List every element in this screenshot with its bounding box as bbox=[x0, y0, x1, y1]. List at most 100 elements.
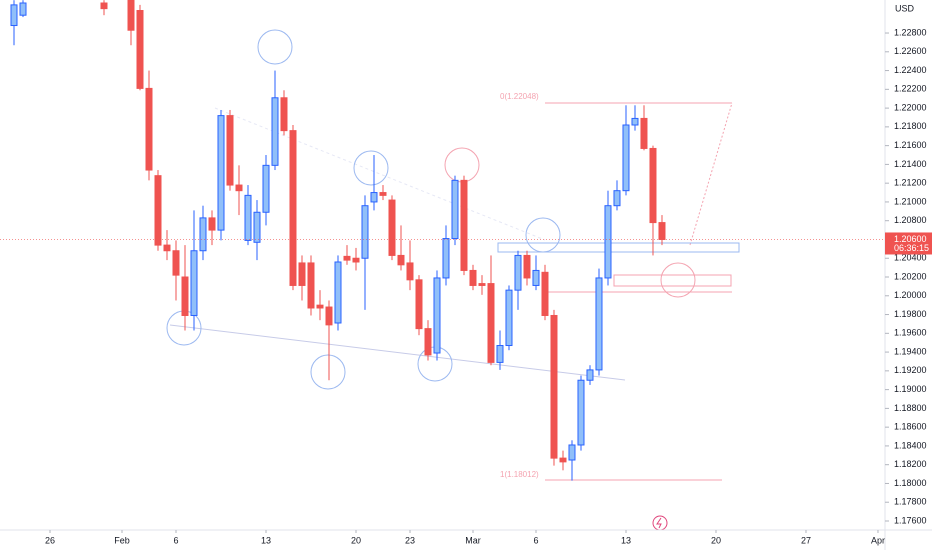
candle-body bbox=[631, 117, 639, 126]
candle-body bbox=[226, 115, 234, 186]
candle-body bbox=[550, 314, 558, 459]
candle-body bbox=[442, 238, 450, 279]
candle-body bbox=[505, 289, 513, 347]
zone bbox=[497, 242, 740, 253]
y-tick-label: 1.21600 bbox=[894, 140, 927, 150]
candle-body bbox=[397, 254, 405, 266]
candle-body bbox=[388, 199, 396, 256]
fib-label: 0(1.22048) bbox=[500, 92, 539, 101]
candle-body bbox=[298, 262, 306, 286]
circle-marker bbox=[660, 262, 696, 298]
circle-marker bbox=[310, 354, 346, 390]
y-tick-label: 1.22000 bbox=[894, 102, 927, 112]
candle-body bbox=[460, 179, 468, 271]
x-tick-label: Mar bbox=[465, 535, 481, 545]
x-tick-label: 6 bbox=[533, 535, 538, 545]
y-tick-label: 1.18400 bbox=[894, 440, 927, 450]
candle-body bbox=[370, 192, 378, 203]
x-tick-label: 23 bbox=[405, 535, 415, 545]
candle-body bbox=[289, 130, 297, 286]
candle-body bbox=[280, 97, 288, 132]
last-price-box bbox=[885, 232, 932, 255]
candle-body bbox=[235, 184, 243, 192]
y-tick-label: 1.20000 bbox=[894, 290, 927, 300]
candle-body bbox=[271, 97, 279, 166]
candle-body bbox=[343, 255, 351, 261]
circle-marker bbox=[353, 150, 389, 186]
candle-body bbox=[568, 444, 576, 461]
candle-body bbox=[208, 217, 216, 231]
countdown: 06:36:15 bbox=[894, 243, 929, 253]
y-tick-label: 1.20400 bbox=[894, 253, 927, 263]
y-tick-label: 1.21800 bbox=[894, 121, 927, 131]
x-tick-label: Feb bbox=[114, 535, 130, 545]
x-tick-label: 20 bbox=[351, 535, 361, 545]
trend-line bbox=[169, 324, 626, 381]
candle-body bbox=[244, 194, 252, 241]
y-tick-label: 1.18800 bbox=[894, 403, 927, 413]
candle-body bbox=[469, 269, 477, 286]
candle-body bbox=[316, 304, 324, 309]
candle-body bbox=[145, 87, 153, 171]
y-tick-label: 1.20800 bbox=[894, 215, 927, 225]
x-tick-label: 20 bbox=[711, 535, 721, 545]
candle-body bbox=[424, 328, 432, 356]
circle-marker bbox=[257, 29, 293, 65]
y-tick-label: 1.18600 bbox=[894, 422, 927, 432]
y-tick-label: 1.18200 bbox=[894, 459, 927, 469]
candle-body bbox=[586, 369, 594, 381]
candle-body bbox=[253, 211, 261, 243]
trend-line bbox=[214, 107, 546, 241]
y-tick-label: 1.22400 bbox=[894, 65, 927, 75]
circle-marker bbox=[525, 217, 561, 253]
y-tick-label: 1.19000 bbox=[894, 384, 927, 394]
zone bbox=[613, 274, 732, 287]
y-tick-label: 1.19400 bbox=[894, 346, 927, 356]
y-tick-label: 1.22800 bbox=[894, 27, 927, 37]
x-tick-label: 13 bbox=[261, 535, 271, 545]
candle-body bbox=[19, 2, 27, 16]
y-tick-label: 1.21200 bbox=[894, 178, 927, 188]
candle-body bbox=[478, 283, 486, 286]
candle-body bbox=[406, 262, 414, 281]
candle-body bbox=[532, 269, 540, 286]
candle-body bbox=[262, 164, 270, 213]
candle-body bbox=[559, 457, 567, 463]
drawings bbox=[166, 29, 740, 531]
candle-body bbox=[622, 124, 630, 192]
x-tick-label: Apr bbox=[871, 535, 885, 545]
candle-body bbox=[217, 115, 225, 231]
candle-body bbox=[613, 190, 621, 207]
fib-line bbox=[689, 102, 733, 246]
candle-body bbox=[496, 345, 504, 363]
x-tick-label: 13 bbox=[621, 535, 631, 545]
candle-body bbox=[352, 257, 360, 263]
candle-body bbox=[433, 277, 441, 354]
candle-body bbox=[649, 147, 657, 224]
x-tick-label: 26 bbox=[45, 535, 55, 545]
y-tick-label: 1.22200 bbox=[894, 84, 927, 94]
candle-body bbox=[136, 10, 144, 89]
candle-body bbox=[514, 254, 522, 291]
fib-label: 1(1.18012) bbox=[500, 470, 539, 479]
candle-body bbox=[451, 179, 459, 240]
candle-body bbox=[307, 262, 315, 309]
candle-body bbox=[604, 205, 612, 279]
candle-body bbox=[523, 254, 531, 279]
y-tick-label: 1.19600 bbox=[894, 328, 927, 338]
candle-body bbox=[541, 271, 549, 316]
y-tick-label: 1.19800 bbox=[894, 309, 927, 319]
y-tick-label: 1.21000 bbox=[894, 196, 927, 206]
candle-body bbox=[172, 250, 180, 276]
x-tick-label: 6 bbox=[173, 535, 178, 545]
candle-body bbox=[127, 0, 135, 31]
candle-body bbox=[415, 279, 423, 330]
y-tick-label: 1.22600 bbox=[894, 46, 927, 56]
candle-body bbox=[163, 244, 171, 252]
candle-body bbox=[640, 117, 648, 149]
event-icon bbox=[656, 517, 662, 529]
candle-body bbox=[361, 205, 369, 259]
candle-body bbox=[100, 2, 108, 10]
